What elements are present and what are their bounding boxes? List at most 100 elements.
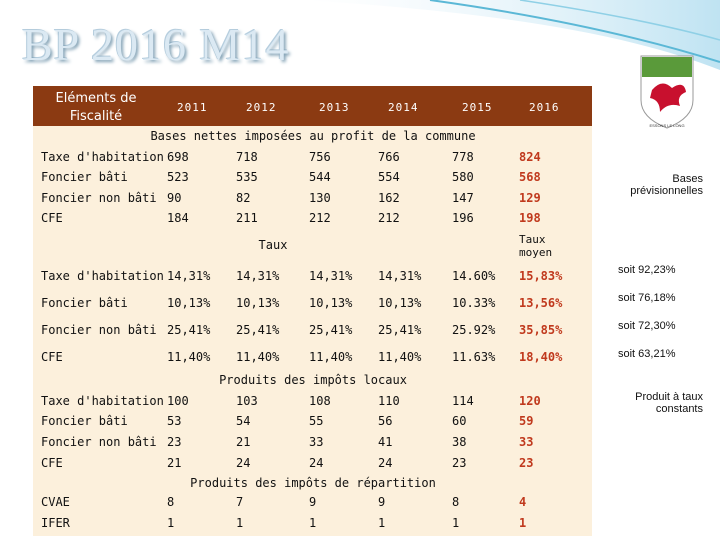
cell-value: 756 (309, 150, 331, 164)
year-header: 2016 (529, 101, 560, 114)
cell-value: 33 (309, 435, 324, 449)
cell-value: 18,40% (519, 350, 563, 364)
section-title: Taux (258, 238, 288, 252)
cell-value: 25,41% (167, 323, 211, 337)
cell-value: 778 (452, 150, 474, 164)
cell-value: 7 (236, 495, 244, 509)
cell-value: 10,13% (378, 296, 422, 310)
cell-value: 24 (236, 456, 251, 470)
section-subtitle: Taux moyen (519, 233, 553, 259)
wave-line (429, 0, 720, 63)
row-label: Foncier non bâti (41, 435, 157, 449)
row-label: Foncier non bâti (41, 191, 157, 205)
cell-value: 129 (519, 191, 541, 205)
cell-value: 8 (167, 495, 175, 509)
cell-value: 13,56% (519, 296, 563, 310)
cell-value: 718 (236, 150, 258, 164)
row-label: CFE (41, 350, 63, 364)
cell-value: 824 (519, 150, 541, 164)
section-title: Produits des impôts locaux (219, 373, 407, 387)
cell-value: 23 (452, 456, 467, 470)
year-header: 2015 (462, 101, 493, 114)
cell-value: 38 (452, 435, 467, 449)
cell-value: 147 (452, 191, 474, 205)
cell-value: 554 (378, 170, 400, 184)
cell-value: 25.92% (452, 323, 496, 337)
cell-value: 25,41% (378, 323, 422, 337)
cell-value: 11,40% (309, 350, 353, 364)
cell-value: 9 (309, 495, 317, 509)
row-label: Foncier non bâti (41, 323, 157, 337)
cell-value: 523 (167, 170, 189, 184)
column-label: Eléments de Fiscalité (55, 91, 137, 124)
section-title: Produits des impôts de répartition (190, 476, 436, 490)
cell-value: 766 (378, 150, 400, 164)
logo-text: ESSONS LE LONG (649, 123, 684, 128)
cell-value: 24 (309, 456, 324, 470)
year-header: 2013 (319, 101, 350, 114)
row-label: Foncier bâti (41, 170, 128, 184)
cell-value: 110 (378, 394, 400, 408)
row-label: Foncier bâti (41, 414, 128, 428)
cell-value: 1 (452, 516, 460, 530)
side-note: Bases prévisionnelles (630, 173, 703, 197)
cell-value: 568 (519, 170, 541, 184)
cell-value: 9 (378, 495, 386, 509)
row-label: Foncier bâti (41, 296, 128, 310)
cell-value: 1 (378, 516, 386, 530)
cell-value: 120 (519, 394, 541, 408)
cell-value: 23 (167, 435, 182, 449)
row-label: Taxe d'habitation (41, 394, 164, 408)
cell-value: 10,13% (236, 296, 280, 310)
cell-value: 11.63% (452, 350, 496, 364)
cell-value: 1 (519, 516, 527, 530)
cell-value: 53 (167, 414, 182, 428)
row-note: soit 76,18% (618, 292, 676, 304)
wave-line (519, 0, 720, 41)
cell-value: 10,13% (309, 296, 353, 310)
cell-value: 11,40% (236, 350, 280, 364)
year-header: 2014 (388, 101, 419, 114)
cell-value: 1 (236, 516, 244, 530)
cell-value: 59 (519, 414, 534, 428)
cell-value: 24 (378, 456, 393, 470)
cell-value: 14,31% (378, 269, 422, 283)
cell-value: 535 (236, 170, 258, 184)
cell-value: 11,40% (378, 350, 422, 364)
cell-value: 14.60% (452, 269, 496, 283)
year-header: 2011 (177, 101, 208, 114)
section-title: Bases nettes imposées au profit de la co… (150, 129, 476, 143)
cell-value: 130 (309, 191, 331, 205)
cell-value: 4 (519, 495, 527, 509)
cell-value: 10.33% (452, 296, 496, 310)
row-label: CFE (41, 456, 63, 470)
cell-value: 162 (378, 191, 400, 205)
year-header: 2012 (246, 101, 277, 114)
cell-value: 544 (309, 170, 331, 184)
cell-value: 35,85% (519, 323, 563, 337)
cell-value: 212 (309, 211, 331, 225)
cell-value: 23 (519, 456, 534, 470)
cell-value: 580 (452, 170, 474, 184)
cell-value: 25,41% (236, 323, 280, 337)
row-note: soit 63,21% (618, 348, 676, 360)
row-note: soit 92,23% (618, 264, 676, 276)
cell-value: 698 (167, 150, 189, 164)
cell-value: 21 (236, 435, 251, 449)
cell-value: 82 (236, 191, 251, 205)
cell-value: 56 (378, 414, 393, 428)
cell-value: 1 (167, 516, 175, 530)
row-label: CFE (41, 211, 63, 225)
cell-value: 10,13% (167, 296, 211, 310)
table-body (33, 126, 592, 536)
cell-value: 103 (236, 394, 258, 408)
row-label: Taxe d'habitation (41, 269, 164, 283)
cell-value: 198 (519, 211, 541, 225)
wave (300, 0, 720, 70)
cell-value: 90 (167, 191, 182, 205)
slide-title: BP 2016 M14 (22, 19, 290, 70)
cell-value: 100 (167, 394, 189, 408)
cell-value: 41 (378, 435, 393, 449)
